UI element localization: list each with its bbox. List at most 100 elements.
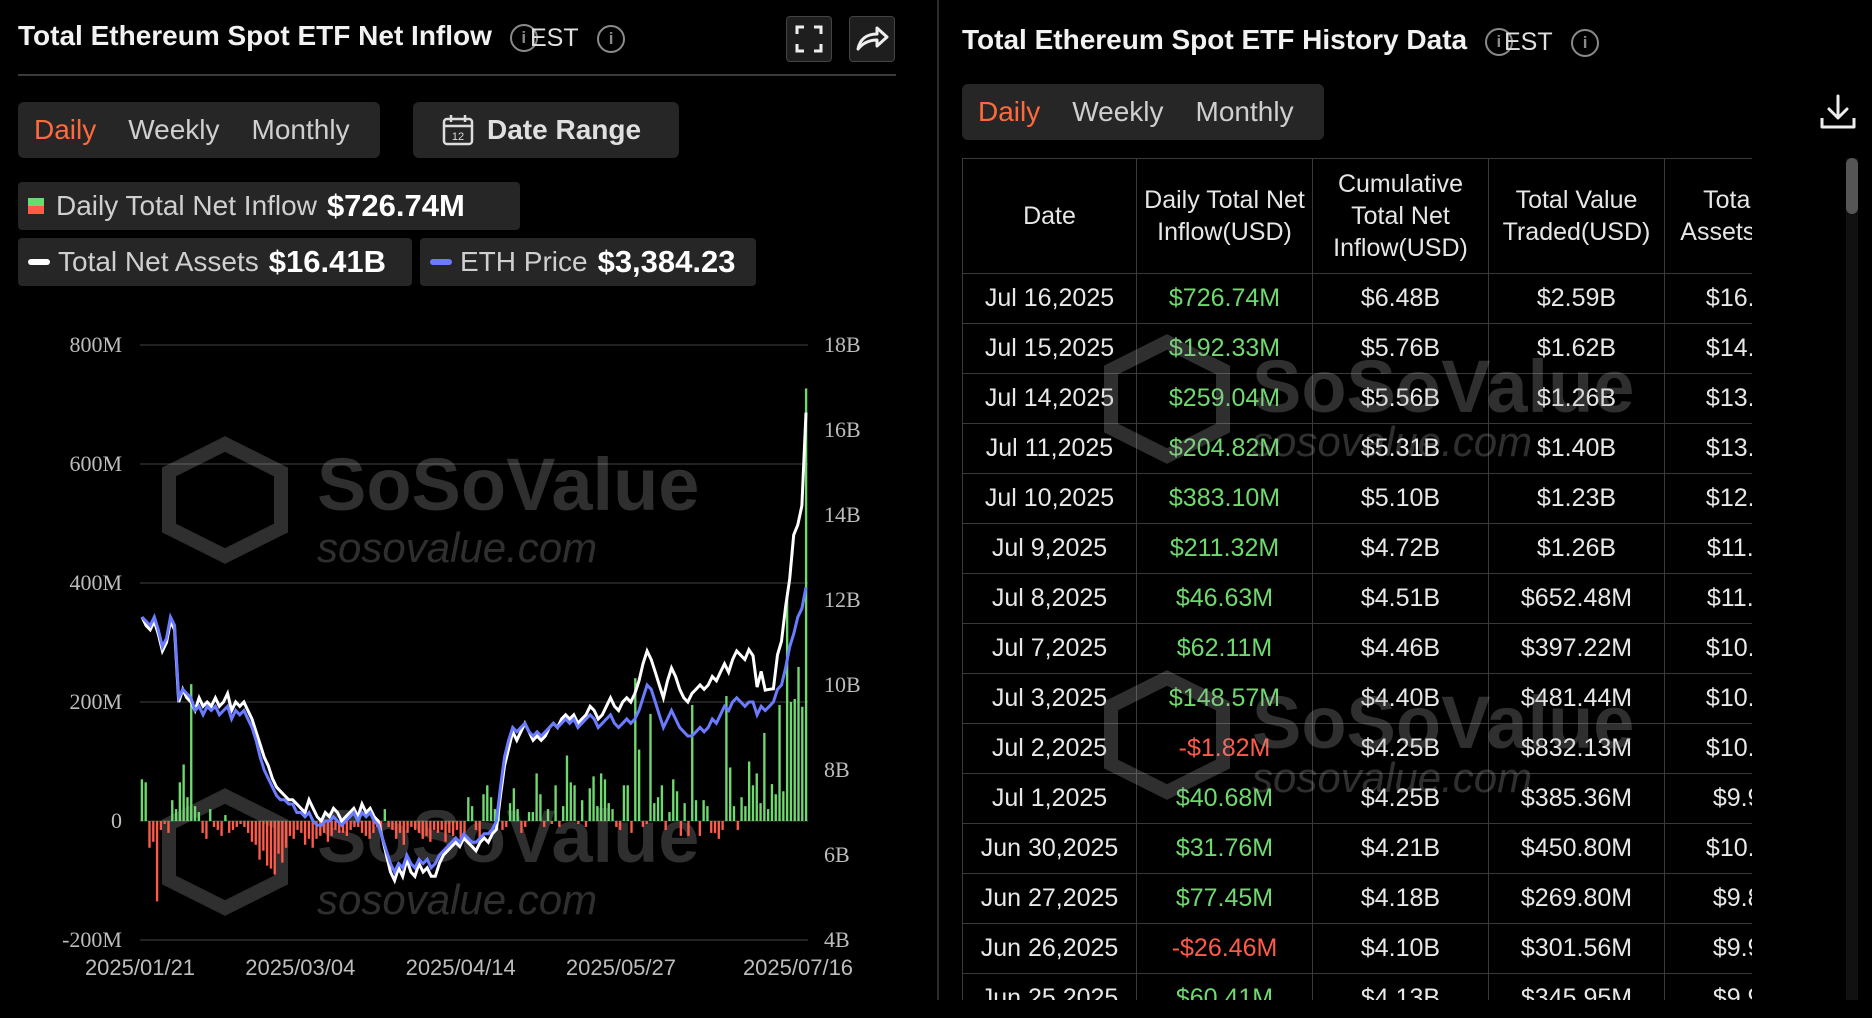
inflow-bar[interactable] <box>520 821 523 833</box>
inflow-bar[interactable] <box>349 821 352 830</box>
inflow-bar[interactable] <box>474 821 478 830</box>
inflow-bar[interactable] <box>668 812 671 821</box>
inflow-bar[interactable] <box>144 782 147 821</box>
inflow-bar[interactable] <box>603 779 607 821</box>
info-icon[interactable]: i <box>509 23 538 52</box>
inflow-bar[interactable] <box>804 388 808 821</box>
inflow-bar[interactable] <box>721 821 724 830</box>
inflow-bar[interactable] <box>785 593 789 821</box>
inflow-bar[interactable] <box>212 821 216 827</box>
table-scrollbar[interactable] <box>1846 158 1858 1000</box>
inflow-bar[interactable] <box>516 809 519 821</box>
inflow-bar[interactable] <box>710 821 713 833</box>
inflow-bar[interactable] <box>774 794 777 821</box>
inflow-bar[interactable] <box>322 821 326 833</box>
inflow-bar[interactable] <box>763 732 766 821</box>
inflow-bar[interactable] <box>660 785 664 821</box>
inflow-bar[interactable] <box>284 821 288 848</box>
history-tab-monthly[interactable]: Monthly <box>1195 96 1294 127</box>
inflow-bar[interactable] <box>543 821 546 827</box>
inflow-bar[interactable] <box>694 800 698 821</box>
inflow-bar[interactable] <box>467 797 470 821</box>
inflow-bar[interactable] <box>303 821 307 845</box>
inflow-bar[interactable] <box>508 803 512 821</box>
inflow-bar[interactable] <box>440 821 443 830</box>
inflow-bar[interactable] <box>292 821 295 839</box>
inflow-bar[interactable] <box>577 821 580 824</box>
inflow-bar[interactable] <box>436 821 440 833</box>
inflow-bar[interactable] <box>383 809 386 821</box>
inflow-bar[interactable] <box>220 821 223 836</box>
inflow-bar[interactable] <box>379 821 383 830</box>
inflow-bar[interactable] <box>766 809 770 821</box>
inflow-bar[interactable] <box>569 782 572 821</box>
col-daily-inflow[interactable]: Daily Total Net Inflow(USD) <box>1136 158 1313 274</box>
inflow-bar[interactable] <box>398 821 402 833</box>
inflow-bar[interactable] <box>653 803 656 821</box>
col-value-traded[interactable]: Total Value Traded(USD) <box>1488 158 1665 274</box>
inflow-bar[interactable] <box>307 821 311 839</box>
inflow-bar[interactable] <box>239 821 242 824</box>
inflow-bar[interactable] <box>535 773 538 821</box>
inflow-bar[interactable] <box>744 806 747 822</box>
inflow-bar[interactable] <box>345 821 349 836</box>
inflow-bar[interactable] <box>353 821 356 827</box>
inflow-bar[interactable] <box>193 806 197 822</box>
inflow-bar[interactable] <box>432 821 436 830</box>
inflow-bar[interactable] <box>410 821 413 827</box>
inflow-bar[interactable] <box>421 821 424 839</box>
inflow-bar[interactable] <box>512 788 516 821</box>
inflow-bar[interactable] <box>584 821 588 827</box>
inflow-bar[interactable] <box>615 821 618 827</box>
inflow-bar[interactable] <box>691 704 694 821</box>
inflow-bar[interactable] <box>672 779 675 821</box>
inflow-bar[interactable] <box>448 821 451 833</box>
inflow-bar[interactable] <box>395 821 398 839</box>
inflow-bar[interactable] <box>493 809 497 821</box>
download-icon[interactable] <box>1816 90 1860 134</box>
inflow-bar[interactable] <box>451 821 455 836</box>
inflow-bar[interactable] <box>546 809 550 821</box>
legend-inflow[interactable]: Daily Total Net Inflow $726.74M <box>18 182 520 230</box>
inflow-bar[interactable] <box>178 782 182 821</box>
inflow-bar[interactable] <box>675 791 679 821</box>
inflow-bar[interactable] <box>262 821 265 851</box>
inflow-bar[interactable] <box>588 788 591 821</box>
inflow-bar[interactable] <box>341 821 345 833</box>
inflow-bar[interactable] <box>364 821 367 836</box>
inflow-bar[interactable] <box>527 812 531 821</box>
inflow-bar[interactable] <box>152 821 155 842</box>
fullscreen-button[interactable] <box>786 16 832 62</box>
inflow-bar[interactable] <box>155 821 159 902</box>
inflow-bar[interactable] <box>789 702 793 821</box>
inflow-bar[interactable] <box>801 706 804 821</box>
inflow-bar[interactable] <box>402 821 405 845</box>
inflow-bar[interactable] <box>231 821 235 830</box>
inflow-bar[interactable] <box>580 800 584 821</box>
inflow-bar[interactable] <box>387 821 390 827</box>
inflow-bar[interactable] <box>611 809 614 821</box>
inflow-bar[interactable] <box>311 821 314 848</box>
inflow-bar[interactable] <box>425 821 428 836</box>
inflow-bar[interactable] <box>782 791 785 821</box>
inflow-bar[interactable] <box>656 797 660 821</box>
inflow-bar[interactable] <box>235 821 238 827</box>
inflow-bar[interactable] <box>391 821 394 830</box>
inflow-bar[interactable] <box>599 773 603 821</box>
inflow-bar[interactable] <box>171 800 174 821</box>
inflow-bar[interactable] <box>539 794 542 821</box>
history-tab-daily[interactable]: Daily <box>978 96 1041 127</box>
legend-eth[interactable]: ETH Price $3,384.23 <box>420 238 756 286</box>
inflow-bar[interactable] <box>793 699 796 821</box>
inflow-bar[interactable] <box>326 821 330 842</box>
inflow-bar[interactable] <box>478 821 481 839</box>
inflow-bar[interactable] <box>288 821 292 836</box>
share-button[interactable] <box>849 16 895 62</box>
inflow-bar[interactable] <box>281 821 284 863</box>
inflow-bar[interactable] <box>201 821 204 833</box>
inflow-bar[interactable] <box>319 821 322 836</box>
inflow-bar[interactable] <box>573 785 576 821</box>
inflow-bar[interactable] <box>702 800 705 821</box>
col-date[interactable]: Date <box>962 158 1137 274</box>
inflow-bar[interactable] <box>250 821 254 842</box>
